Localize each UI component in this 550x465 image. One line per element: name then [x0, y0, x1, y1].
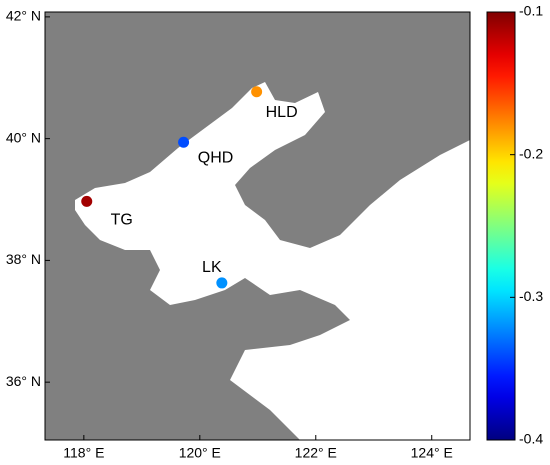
- x-tick-label: 118° E: [63, 445, 104, 461]
- station-label: QHD: [198, 150, 234, 167]
- station-marker: [216, 277, 228, 289]
- x-tick-label: 120° E: [179, 445, 221, 461]
- colorbar-tick-label: -0.1: [519, 3, 543, 19]
- station-marker: [178, 136, 190, 148]
- colorbar: [486, 11, 516, 441]
- x-tick-label: 124° E: [411, 445, 453, 461]
- station-label: LK: [202, 259, 222, 276]
- colorbar-tick-label: -0.4: [519, 431, 543, 447]
- colorbar-tick-label: -0.2: [519, 145, 543, 161]
- station-marker: [81, 195, 93, 207]
- y-tick-label: 36° N: [6, 373, 41, 389]
- colorbar-tick-label: -0.3: [519, 288, 543, 304]
- x-tick-label: 122° E: [295, 445, 337, 461]
- station-label: TG: [111, 212, 133, 229]
- y-tick-label: 42° N: [6, 8, 41, 24]
- station-label: HLD: [266, 104, 298, 121]
- sea: [75, 82, 470, 440]
- map-frame: [44, 11, 471, 441]
- station-marker: [251, 86, 263, 98]
- y-tick-label: 38° N: [6, 251, 41, 267]
- y-tick-label: 40° N: [6, 129, 41, 145]
